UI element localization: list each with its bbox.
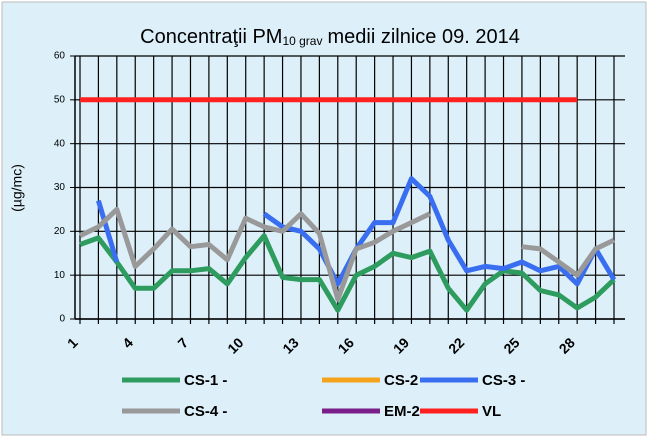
series-line xyxy=(79,233,616,313)
y-axis-label: (µg/mc) xyxy=(9,164,25,212)
title-main: Concentraţii PM xyxy=(140,26,282,48)
legend-label: CS-1 - xyxy=(184,372,227,389)
y-tick-label: 50 xyxy=(54,94,66,105)
series-line xyxy=(78,206,616,302)
legend-label: EM-2 - xyxy=(384,403,429,420)
y-tick-label: 10 xyxy=(54,270,66,281)
chart-title: Concentraţii PM10 grav medii zilnice 09. … xyxy=(140,26,520,48)
y-tick-label: 60 xyxy=(54,51,66,62)
y-tick-label: 20 xyxy=(54,226,66,237)
legend-label: VL xyxy=(482,403,501,420)
legend-label: CS-2 - xyxy=(384,372,427,389)
legend-label: CS-3 - xyxy=(482,372,525,389)
title-subscript: 10 grav xyxy=(282,34,322,48)
y-tick-label: 0 xyxy=(59,314,65,325)
series-line xyxy=(96,176,617,287)
y-tick-label: 40 xyxy=(54,138,66,149)
y-tick-label: 30 xyxy=(54,182,66,193)
legend-label: CS-4 - xyxy=(184,403,227,420)
title-suffix: medii zilnice 09. 2014 xyxy=(327,26,519,48)
